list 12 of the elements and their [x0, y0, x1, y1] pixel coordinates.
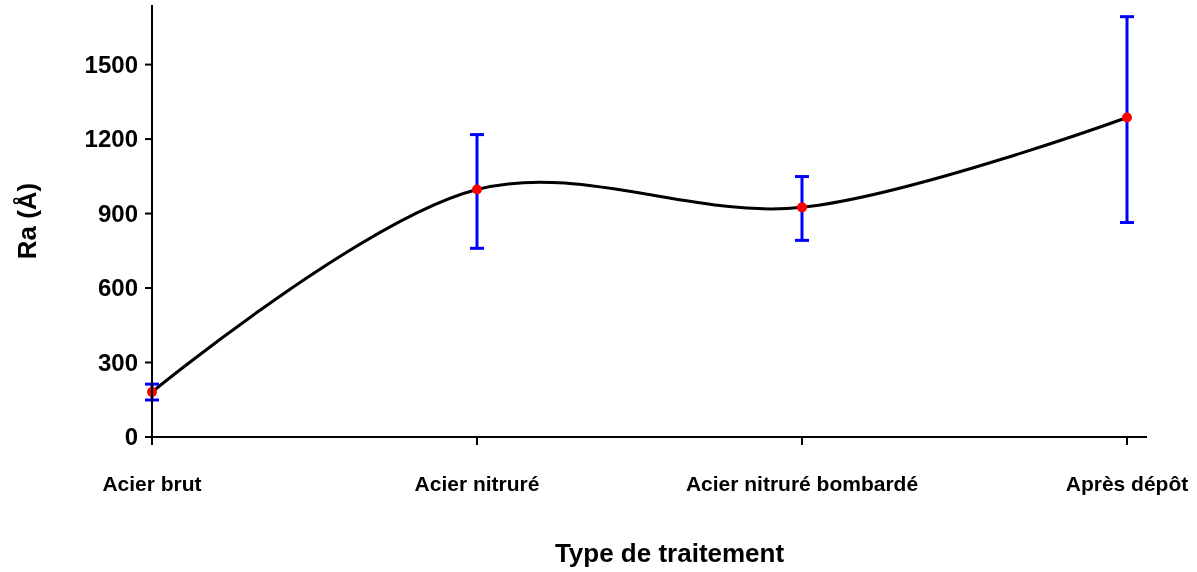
x-tick-label: Acier nitruré [414, 472, 540, 495]
x-tick-label: Acier nitruré bombardé [685, 472, 919, 495]
y-tick-label: 900 [97, 199, 138, 227]
y-tick-label: 600 [97, 274, 138, 302]
y-tick-label: 1200 [84, 125, 138, 153]
y-tick-label: 0 [124, 423, 138, 451]
y-tick-label: 300 [97, 348, 138, 376]
x-tick-label: Après dépôt [1065, 472, 1189, 495]
x-tick-label: Acier brut [102, 472, 202, 495]
y-axis-title: Ra (Å) [12, 182, 42, 260]
y-tick-label: 1500 [84, 50, 138, 78]
x-axis-title: Type de traitement [554, 538, 785, 568]
